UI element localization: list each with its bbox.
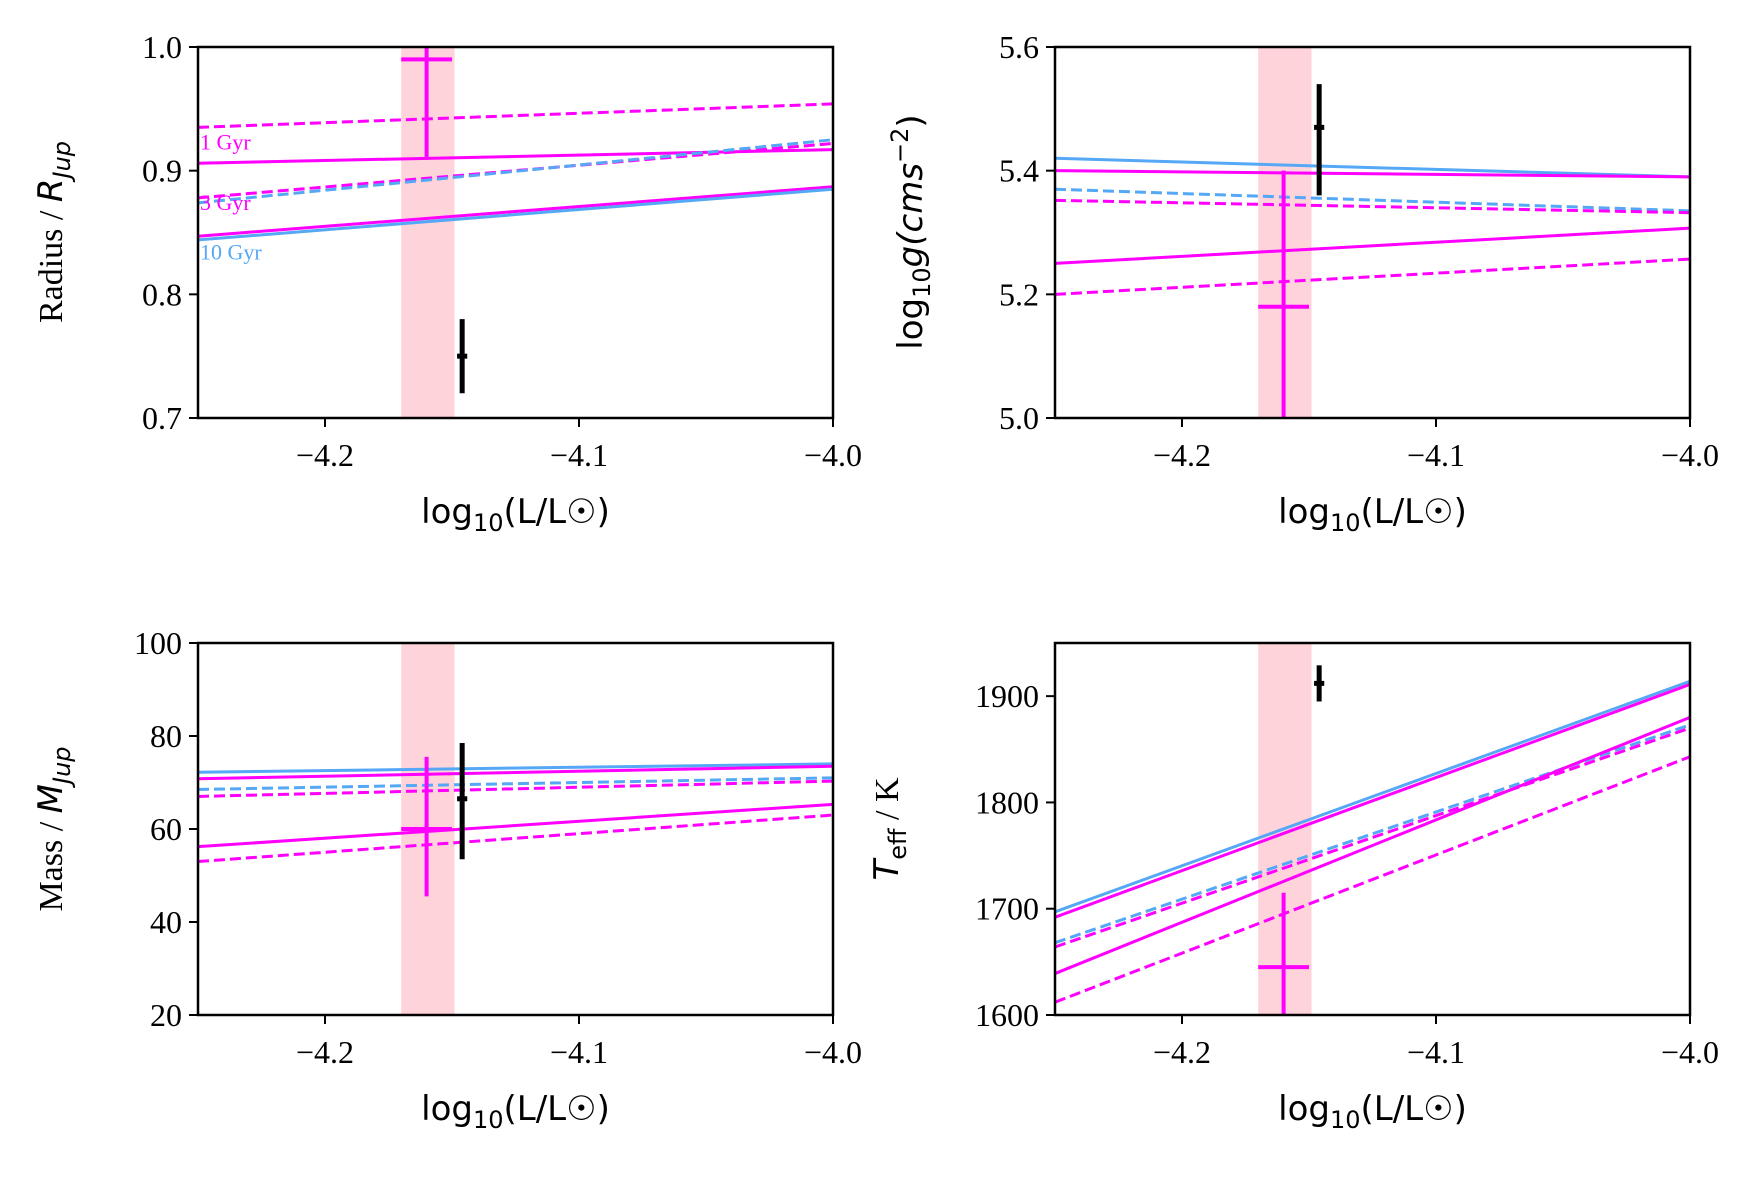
series-line-3-gyr-solid: [198, 185, 833, 238]
panel-top-right: −4.2 −4.1 −4.0 5.0 5.2 5.4 5.6 log10(L/L☉) log10…: [886, 29, 1719, 537]
axes-frame: [1053, 45, 1692, 420]
x-tick-label: −4.2: [296, 1034, 354, 1070]
series-line-3-gyr-solid: [1055, 683, 1690, 919]
plot-area: [1055, 643, 1690, 1015]
y-tick-label: 1600: [975, 997, 1039, 1033]
panel-top-left: 1 Gyr 3 Gyr 10 Gyr −4.2 −4.1 −4.0 0.7 0.8 0.9 1.0…: [31, 29, 862, 537]
series-line-10-gyr-dashed: [198, 138, 833, 205]
plot-area: [1055, 47, 1690, 418]
series-line-3-gyr-solid: [1055, 169, 1690, 179]
series-line-10-gyr-dashed: [1055, 187, 1690, 213]
errorbar-black-measurement: [457, 742, 468, 860]
series-line-1-gyr-solid: [198, 148, 833, 165]
series-line-10-gyr-solid: [198, 187, 833, 242]
panel-bottom-right: −4.2 −4.1 −4.0 1600 1700 1800 1900 log10(L/L☉) T…: [867, 641, 1719, 1134]
y-tick-label: 5.6: [999, 29, 1039, 65]
series-line-1-gyr-dashed: [198, 813, 833, 864]
x-tick-label: −4.1: [550, 437, 608, 473]
axes-frame: [196, 45, 835, 420]
x-tick-label: −4.0: [804, 1034, 862, 1070]
errorbar-magenta-measurement: [401, 47, 452, 159]
y-axis-label: log10g(cms−2): [886, 114, 936, 349]
age-label: 1 Gyr: [200, 130, 251, 155]
plot-area: [198, 47, 833, 418]
series-line-3-gyr-dashed: [1055, 726, 1690, 949]
x-tick-label: −4.1: [1407, 437, 1465, 473]
y-axis-label: Radius / RJup: [31, 141, 76, 323]
series-line-1-gyr-solid: [1055, 716, 1690, 975]
y-tick-label: 5.4: [999, 153, 1039, 189]
age-label: 3 Gyr: [200, 190, 251, 215]
y-axis-label: Teff / K: [867, 777, 912, 881]
y-tick-label: 20: [150, 997, 182, 1033]
y-axis-label: Mass / MJup: [31, 746, 76, 911]
series-line-1-gyr-solid: [1055, 226, 1690, 265]
y-tick-label: 5.2: [999, 276, 1039, 312]
errorbar-black-measurement: [1314, 84, 1325, 196]
axes-frame: [196, 641, 835, 1017]
plot-area: [198, 643, 833, 1015]
series-line-10-gyr-dashed: [198, 776, 833, 791]
y-tick-label: 1.0: [142, 29, 182, 65]
series-line-10-gyr-solid: [198, 762, 833, 774]
x-tick-label: −4.0: [804, 437, 862, 473]
y-tick-label: 1800: [975, 784, 1039, 820]
x-axis-label: log10(L/L☉): [421, 1089, 610, 1134]
errorbar-magenta-measurement: [1258, 170, 1309, 418]
age-label: 10 Gyr: [200, 240, 262, 265]
x-tick-label: −4.1: [1407, 1034, 1465, 1070]
panel-bottom-left: −4.2 −4.1 −4.0 20 40 60 80 100 log10(L/L☉) Mass /…: [31, 625, 862, 1134]
x-tick-label: −4.0: [1661, 437, 1719, 473]
series-line-3-gyr-dashed: [198, 141, 833, 200]
series-line-10-gyr-solid: [1055, 679, 1690, 914]
series-line-3-gyr-solid: [198, 764, 833, 781]
y-tick-label: 0.7: [142, 400, 182, 436]
axes-frame: [1053, 641, 1692, 1017]
y-tick-label: 80: [150, 718, 182, 754]
series-line-10-gyr-solid: [1055, 156, 1690, 179]
series-line-1-gyr-solid: [198, 802, 833, 849]
series-line-1-gyr-dashed: [198, 102, 833, 129]
x-tick-label: −4.0: [1661, 1034, 1719, 1070]
x-tick-label: −4.2: [296, 437, 354, 473]
y-tick-label: 0.9: [142, 153, 182, 189]
errorbar-black-measurement: [457, 319, 468, 394]
x-axis-label: log10(L/L☉): [421, 492, 610, 537]
y-tick-label: 100: [134, 625, 182, 661]
x-axis-label: log10(L/L☉): [1278, 492, 1467, 537]
errorbar-magenta-measurement: [401, 756, 452, 897]
x-axis-label: log10(L/L☉): [1278, 1089, 1467, 1134]
x-tick-label: −4.2: [1153, 437, 1211, 473]
series-line-10-gyr-dashed: [1055, 723, 1690, 945]
x-tick-label: −4.2: [1153, 1034, 1211, 1070]
y-tick-label: 1700: [975, 891, 1039, 927]
series-line-3-gyr-dashed: [198, 779, 833, 798]
y-tick-label: 1900: [975, 678, 1039, 714]
series-line-3-gyr-dashed: [1055, 198, 1690, 215]
errorbar-black-measurement: [1314, 665, 1325, 702]
y-tick-label: 60: [150, 811, 182, 847]
series-line-1-gyr-dashed: [1055, 755, 1690, 1004]
y-tick-label: 40: [150, 904, 182, 940]
y-tick-label: 5.0: [999, 400, 1039, 436]
x-tick-label: −4.1: [550, 1034, 608, 1070]
series-line-1-gyr-dashed: [1055, 257, 1690, 296]
errorbar-magenta-measurement: [1258, 892, 1309, 1015]
y-tick-label: 0.8: [142, 276, 182, 312]
